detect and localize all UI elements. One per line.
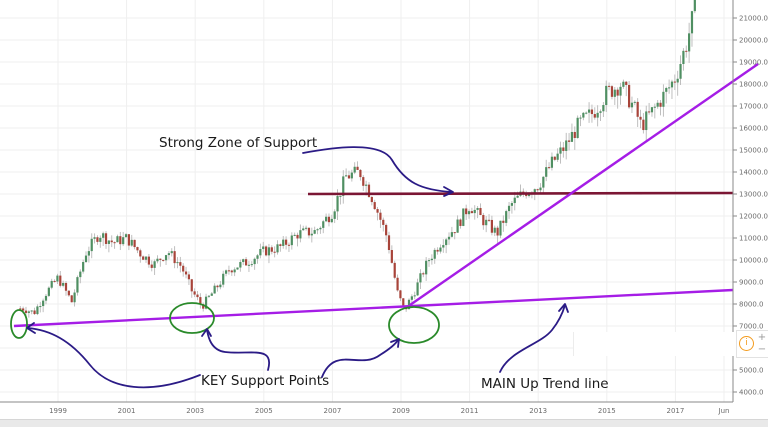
empty-tooltip-box <box>573 332 736 356</box>
x-tick-label: 2013 <box>529 407 547 415</box>
y-tick-label: 11000.0 <box>739 235 768 243</box>
y-tick-label: 5000.0 <box>739 367 764 375</box>
annotation-main-trend: MAIN Up Trend line <box>481 376 609 392</box>
annotation-arrow <box>206 329 271 371</box>
arrow-head-icon <box>26 322 36 334</box>
y-tick-label: 10000.0 <box>739 257 768 265</box>
zoom-in-button[interactable]: + <box>757 332 767 343</box>
annotation-arrow <box>321 339 399 378</box>
y-tick-label: 9000.0 <box>739 279 764 287</box>
x-tick-label: 2009 <box>392 407 410 415</box>
support-point-circle <box>10 309 28 339</box>
annotation-strong-zone: Strong Zone of Support <box>159 135 317 151</box>
y-tick-label: 18000.0 <box>739 81 768 89</box>
annotation-arrow <box>499 304 566 373</box>
y-tick-label: 7000.0 <box>739 323 764 331</box>
x-tick-label: 2011 <box>461 407 479 415</box>
y-tick-label: 12000.0 <box>739 213 768 221</box>
y-tick-label: 15000.0 <box>739 147 768 155</box>
zoom-out-button[interactable]: − <box>757 344 767 355</box>
info-icon[interactable]: i <box>739 336 754 351</box>
chart-controls-panel: i + − <box>736 330 768 358</box>
arrow-head-icon <box>390 338 400 348</box>
annotation-arrow <box>27 327 201 389</box>
y-tick-label: 17000.0 <box>739 103 768 111</box>
y-tick-label: 20000.0 <box>739 37 768 45</box>
candlestick-series <box>19 0 696 318</box>
y-tick-label: 16000.0 <box>739 125 768 133</box>
y-axis-labels[interactable]: 21000.0 20000.0 19000.0 18000.0 17000.0 16000… <box>733 15 768 397</box>
support-point-circle <box>388 306 440 344</box>
annotation-key-support: KEY Support Points <box>201 373 329 389</box>
x-tick-label: Jun <box>718 407 730 415</box>
annotation-labels: Strong Zone of Support KEY Support Point… <box>159 135 609 392</box>
steep-uptrend-line <box>409 63 759 306</box>
x-tick-label: 1999 <box>49 407 67 415</box>
main-uptrend-line <box>13 288 734 328</box>
y-tick-label: 8000.0 <box>739 301 764 309</box>
x-tick-label: 2003 <box>186 407 204 415</box>
x-tick-label: 2005 <box>255 407 273 415</box>
arrow-head-icon <box>201 328 212 337</box>
annotation-arrow <box>302 146 453 193</box>
x-axis-labels[interactable]: 1999 2001 2003 2005 2007 2009 2011 2013 2015 2017… <box>49 407 729 415</box>
arrow-head-icon <box>443 186 454 197</box>
drawing-overlays <box>10 63 759 389</box>
x-tick-label: 2015 <box>598 407 616 415</box>
y-tick-label: 14000.0 <box>739 169 768 177</box>
x-tick-label: 2017 <box>666 407 684 415</box>
y-tick-label: 19000.0 <box>739 59 768 67</box>
arrow-head-icon <box>558 303 569 313</box>
support-point-circle <box>169 302 215 334</box>
bottom-toolbar[interactable] <box>0 419 768 427</box>
y-tick-label: 21000.0 <box>739 15 768 23</box>
x-tick-label: 2007 <box>323 407 341 415</box>
y-tick-label: 4000.0 <box>739 389 764 397</box>
strong-support-zone-line <box>307 191 734 196</box>
x-tick-label: 2001 <box>118 407 136 415</box>
y-tick-label: 13000.0 <box>739 191 768 199</box>
